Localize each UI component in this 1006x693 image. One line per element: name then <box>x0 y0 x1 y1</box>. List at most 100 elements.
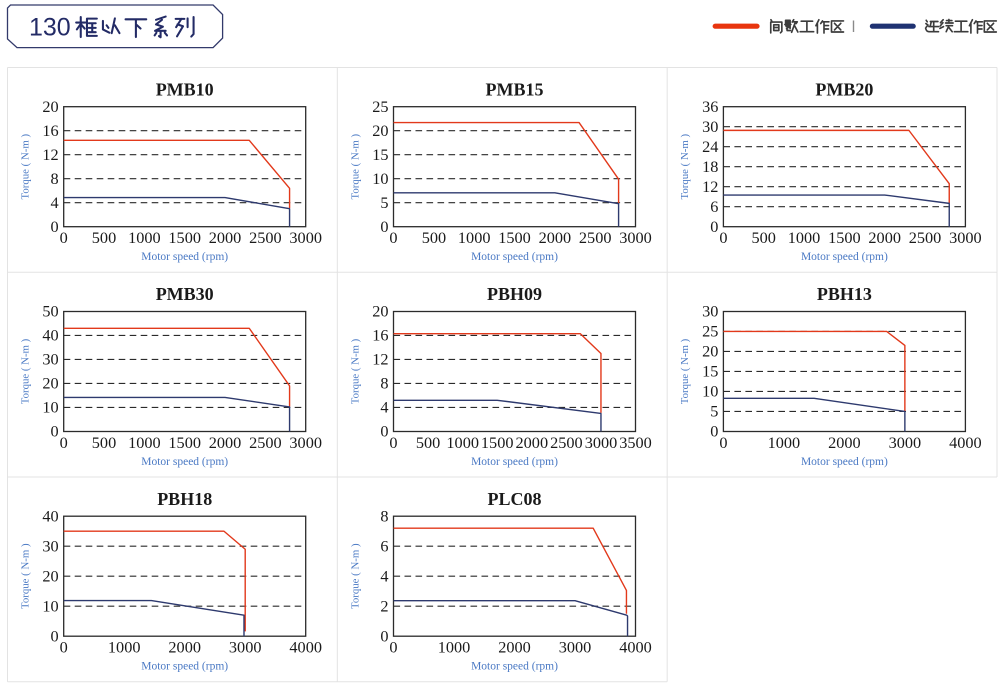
svg-text:0: 0 <box>51 422 59 441</box>
svg-text:0: 0 <box>380 422 388 441</box>
svg-text:3000: 3000 <box>585 433 618 452</box>
svg-text:2500: 2500 <box>909 228 942 247</box>
svg-text:30: 30 <box>42 536 58 555</box>
svg-text:1000: 1000 <box>458 228 491 247</box>
svg-text:Torque ( N-m ): Torque ( N-m ) <box>20 134 32 200</box>
svg-text:3000: 3000 <box>949 228 982 247</box>
svg-text:Motor speed (rpm): Motor speed (rpm) <box>141 456 228 468</box>
svg-text:Torque ( N-m ): Torque ( N-m ) <box>679 338 691 404</box>
svg-text:3500: 3500 <box>619 433 652 452</box>
svg-text:12: 12 <box>702 177 718 196</box>
svg-text:5: 5 <box>380 193 388 212</box>
svg-text:20: 20 <box>42 97 58 116</box>
svg-text:Torque ( N-m ): Torque ( N-m ) <box>20 543 32 609</box>
svg-text:PMB30: PMB30 <box>156 284 214 304</box>
svg-text:3000: 3000 <box>289 228 322 247</box>
svg-text:Motor speed (rpm): Motor speed (rpm) <box>801 251 888 263</box>
svg-text:Motor speed (rpm): Motor speed (rpm) <box>471 251 558 263</box>
svg-text:0: 0 <box>719 228 727 247</box>
svg-text:2000: 2000 <box>539 228 572 247</box>
svg-text:1000: 1000 <box>108 638 141 657</box>
svg-text:0: 0 <box>380 626 388 645</box>
svg-text:Torque ( N-m ): Torque ( N-m ) <box>349 338 361 404</box>
svg-text:500: 500 <box>92 228 116 247</box>
svg-text:2000: 2000 <box>209 433 242 452</box>
svg-text:2000: 2000 <box>868 228 901 247</box>
svg-text:0: 0 <box>60 433 68 452</box>
svg-text:8: 8 <box>51 169 59 188</box>
svg-text:PBH18: PBH18 <box>157 489 212 509</box>
svg-text:Motor speed (rpm): Motor speed (rpm) <box>801 456 888 468</box>
svg-text:1500: 1500 <box>168 228 201 247</box>
svg-text:2500: 2500 <box>249 228 282 247</box>
svg-text:8: 8 <box>380 506 388 525</box>
svg-text:10: 10 <box>42 398 58 417</box>
svg-text:0: 0 <box>51 626 59 645</box>
svg-text:130: 130 <box>29 14 71 42</box>
svg-text:Motor speed (rpm): Motor speed (rpm) <box>471 661 558 673</box>
svg-text:1000: 1000 <box>788 228 821 247</box>
svg-text:2500: 2500 <box>550 433 583 452</box>
svg-text:500: 500 <box>751 228 775 247</box>
svg-text:500: 500 <box>92 433 116 452</box>
svg-text:0: 0 <box>60 228 68 247</box>
svg-text:2000: 2000 <box>828 433 861 452</box>
svg-text:PMB15: PMB15 <box>486 79 544 99</box>
svg-text:6: 6 <box>710 197 718 216</box>
svg-text:PLC08: PLC08 <box>488 489 542 509</box>
svg-text:15: 15 <box>372 145 388 164</box>
svg-text:2500: 2500 <box>249 433 282 452</box>
svg-text:0: 0 <box>389 228 397 247</box>
svg-text:0: 0 <box>389 433 397 452</box>
svg-text:12: 12 <box>42 145 58 164</box>
svg-text:Torque ( N-m ): Torque ( N-m ) <box>20 338 32 404</box>
svg-text:0: 0 <box>51 217 59 236</box>
svg-text:24: 24 <box>702 137 718 156</box>
svg-text:3000: 3000 <box>619 228 652 247</box>
svg-text:500: 500 <box>422 228 446 247</box>
svg-text:20: 20 <box>42 566 58 585</box>
svg-text:18: 18 <box>702 157 718 176</box>
svg-text:20: 20 <box>372 121 388 140</box>
svg-text:3000: 3000 <box>289 433 322 452</box>
svg-text:Torque ( N-m ): Torque ( N-m ) <box>349 134 361 200</box>
svg-text:3000: 3000 <box>229 638 262 657</box>
svg-text:25: 25 <box>372 97 388 116</box>
svg-text:30: 30 <box>42 350 58 369</box>
svg-text:Motor speed (rpm): Motor speed (rpm) <box>141 251 228 263</box>
svg-text:0: 0 <box>380 217 388 236</box>
svg-text:2500: 2500 <box>579 228 612 247</box>
svg-text:16: 16 <box>42 121 58 140</box>
svg-text:1500: 1500 <box>481 433 514 452</box>
svg-text:PMB10: PMB10 <box>156 79 214 99</box>
svg-text:PMB20: PMB20 <box>815 79 873 99</box>
svg-text:6: 6 <box>380 536 388 555</box>
svg-text:2000: 2000 <box>209 228 242 247</box>
svg-text:4000: 4000 <box>949 433 982 452</box>
svg-text:0: 0 <box>710 422 718 441</box>
svg-text:30: 30 <box>702 302 718 321</box>
svg-text:1500: 1500 <box>168 433 201 452</box>
svg-text:2000: 2000 <box>168 638 201 657</box>
svg-text:40: 40 <box>42 506 58 525</box>
svg-text:4000: 4000 <box>619 638 652 657</box>
svg-text:3000: 3000 <box>559 638 592 657</box>
svg-text:2: 2 <box>380 596 388 615</box>
svg-text:0: 0 <box>710 217 718 236</box>
svg-text:1000: 1000 <box>438 638 471 657</box>
svg-text:1500: 1500 <box>498 228 531 247</box>
svg-text:4000: 4000 <box>289 638 322 657</box>
svg-text:10: 10 <box>702 382 718 401</box>
svg-text:5: 5 <box>710 402 718 421</box>
svg-text:1500: 1500 <box>828 228 861 247</box>
svg-text:20: 20 <box>42 374 58 393</box>
svg-text:36: 36 <box>702 97 718 116</box>
svg-text:10: 10 <box>372 169 388 188</box>
svg-text:12: 12 <box>372 350 388 369</box>
svg-text:4: 4 <box>380 398 388 417</box>
svg-text:2000: 2000 <box>498 638 531 657</box>
svg-text:50: 50 <box>42 302 58 321</box>
svg-text:500: 500 <box>416 433 440 452</box>
svg-text:8: 8 <box>380 374 388 393</box>
svg-text:2000: 2000 <box>516 433 549 452</box>
